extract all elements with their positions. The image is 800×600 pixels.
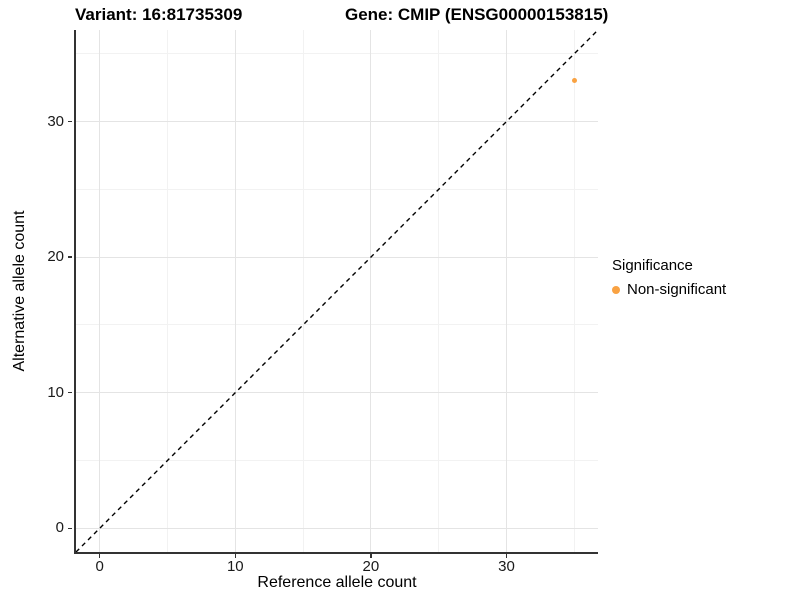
y-tick-label-10: 10: [47, 383, 64, 401]
gridline-major-horizontal-20: [76, 256, 598, 258]
x-tick-mark-0: [98, 554, 101, 558]
x-tick-mark-10: [234, 554, 237, 558]
gridline-minor-horizontal-35: [76, 53, 598, 55]
y-tick-mark-10: [68, 391, 72, 394]
gridline-major-horizontal-10: [76, 392, 598, 394]
gridline-major-horizontal-30: [76, 121, 598, 123]
x-tick-label-20: 20: [362, 558, 380, 575]
plot-title-gene: Gene: CMIP (ENSG00000153815): [345, 5, 609, 24]
legend-item-label: Non-significant: [627, 281, 727, 298]
x-axis-title: Reference allele count: [257, 574, 417, 591]
gridline-major-horizontal-0: [76, 527, 598, 529]
y-tick-label-20: 20: [47, 248, 64, 266]
gridline-major-vertical-20: [370, 30, 372, 552]
y-tick-mark-0: [68, 527, 72, 530]
plot-title-variant: Variant: 16:81735309: [75, 5, 243, 24]
gridline-minor-vertical-25: [438, 30, 440, 552]
gridline-major-vertical-10: [234, 30, 236, 552]
x-tick-label-30: 30: [498, 558, 515, 575]
legend-title: Significance: [612, 257, 693, 274]
identity-reference-line: [76, 30, 598, 552]
x-tick-label-0: 0: [95, 558, 104, 575]
gridline-minor-horizontal-15: [76, 324, 598, 326]
y-tick-label-30: 30: [47, 112, 64, 130]
y-axis-title: Alternative allele count: [11, 210, 28, 372]
plot-panel: [74, 30, 598, 554]
gridline-major-vertical-30: [505, 30, 507, 552]
gridline-major-vertical-0: [99, 30, 101, 552]
y-tick-mark-20: [68, 256, 72, 258]
data-point-0: [571, 78, 577, 84]
gridline-minor-vertical-5: [167, 30, 169, 552]
legend-point-icon: [612, 285, 620, 294]
x-tick-mark-20: [370, 554, 372, 558]
x-tick-mark-30: [505, 554, 508, 558]
gridline-minor-vertical-15: [302, 30, 304, 552]
y-tick-label-0: 0: [55, 519, 64, 537]
gridline-minor-horizontal-5: [76, 459, 598, 461]
y-tick-mark-30: [68, 120, 72, 123]
legend-item-non-significant: Non-significant: [612, 281, 726, 298]
gridline-minor-horizontal-25: [76, 188, 598, 190]
x-tick-label-10: 10: [226, 558, 244, 575]
gridline-minor-vertical-35: [573, 30, 575, 552]
legend: Significance Non-significant: [612, 257, 726, 298]
